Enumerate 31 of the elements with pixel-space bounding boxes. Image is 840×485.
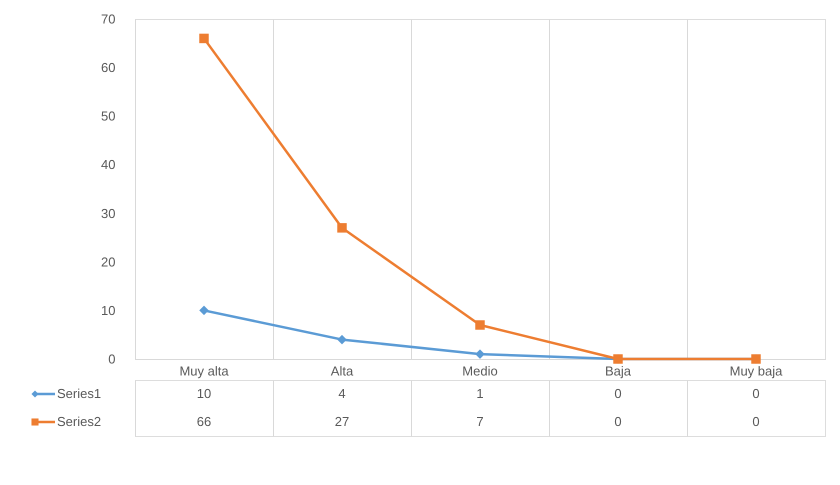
data-label: 0	[614, 386, 622, 401]
point	[199, 34, 209, 44]
data-label: 0	[614, 414, 622, 429]
x-tick-label: Baja	[604, 364, 632, 378]
y-tick-label: 70	[101, 12, 116, 26]
point	[199, 306, 209, 316]
data-label: 1	[476, 386, 484, 401]
y-tick-label: 50	[101, 108, 116, 124]
data-label: 7	[476, 414, 484, 429]
point	[337, 334, 347, 344]
y-tick-label: 60	[101, 60, 116, 76]
legend-label: Series1	[57, 386, 102, 401]
y-tick-label: 40	[101, 157, 116, 172]
data-label: 0	[752, 414, 760, 429]
x-tick-label: Muy baja	[730, 364, 784, 378]
point	[475, 349, 485, 359]
data-label: 0	[752, 386, 760, 401]
data-label: 4	[338, 386, 346, 401]
data-label: 27	[334, 414, 350, 429]
x-tick-label: Muy alta	[179, 364, 230, 378]
point	[337, 223, 347, 233]
y-tick-label: 0	[108, 352, 116, 366]
legend-label: Series2	[57, 414, 102, 429]
x-tick-label: Alta	[330, 364, 354, 378]
y-tick-label: 10	[101, 302, 116, 318]
point	[475, 320, 485, 330]
x-tick-label: Medio	[462, 364, 498, 378]
data-label: 66	[196, 414, 212, 429]
data-label: 10	[196, 386, 212, 401]
y-tick-label: 30	[101, 206, 116, 221]
y-tick-label: 20	[101, 254, 116, 270]
